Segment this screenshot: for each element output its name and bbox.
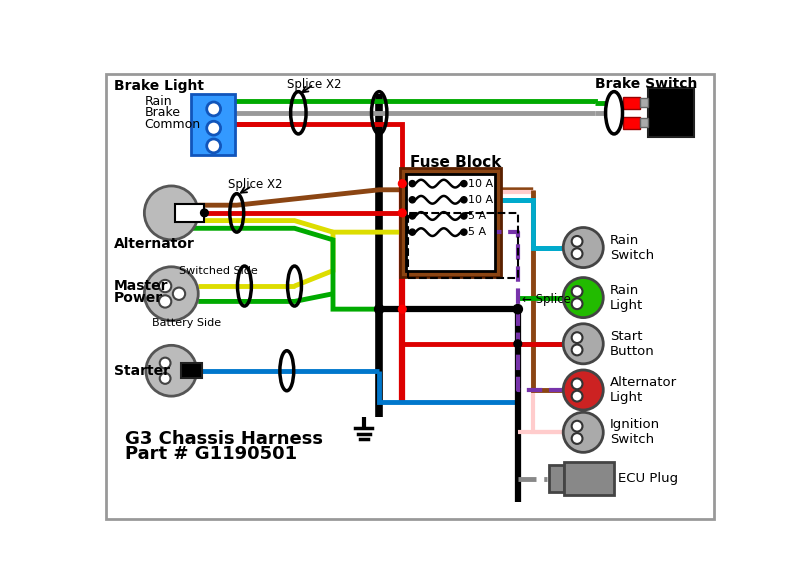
Circle shape: [572, 286, 582, 297]
Text: Fuse Block: Fuse Block: [410, 156, 502, 170]
Circle shape: [572, 298, 582, 309]
Circle shape: [398, 305, 406, 313]
Circle shape: [173, 288, 185, 300]
Circle shape: [146, 345, 197, 396]
Text: Alternator
Light: Alternator Light: [610, 376, 678, 404]
Text: 10 A: 10 A: [468, 178, 493, 188]
Bar: [175, 204, 205, 222]
Circle shape: [563, 228, 603, 268]
Circle shape: [398, 209, 406, 217]
Text: G3 Chassis Harness: G3 Chassis Harness: [125, 430, 323, 447]
Circle shape: [461, 181, 467, 187]
Text: Switched Side: Switched Side: [179, 266, 258, 276]
Circle shape: [410, 213, 415, 219]
FancyBboxPatch shape: [190, 93, 235, 155]
Circle shape: [410, 181, 415, 187]
Circle shape: [563, 324, 603, 364]
Bar: [640, 98, 648, 107]
Text: Rain
Light: Rain Light: [610, 284, 643, 312]
Bar: [408, 213, 518, 278]
Bar: [640, 118, 648, 127]
Circle shape: [572, 379, 582, 389]
Text: Start
Button: Start Button: [610, 330, 655, 358]
Bar: [623, 117, 640, 129]
Text: 10 A: 10 A: [468, 195, 493, 205]
Text: Brake Light: Brake Light: [114, 79, 203, 93]
Text: Splice X2: Splice X2: [227, 178, 282, 191]
Circle shape: [572, 421, 582, 431]
Circle shape: [201, 209, 208, 217]
Circle shape: [159, 295, 171, 308]
Bar: [648, 88, 694, 137]
Circle shape: [398, 180, 406, 187]
Circle shape: [572, 391, 582, 402]
Circle shape: [160, 373, 170, 384]
Text: Starter: Starter: [114, 364, 170, 378]
Circle shape: [410, 229, 415, 235]
Circle shape: [144, 266, 198, 321]
Circle shape: [160, 357, 170, 369]
Bar: [623, 97, 640, 109]
Circle shape: [563, 370, 603, 410]
Circle shape: [572, 248, 582, 259]
Text: Brake: Brake: [144, 106, 180, 119]
FancyBboxPatch shape: [406, 174, 494, 271]
Circle shape: [410, 197, 415, 203]
Circle shape: [374, 305, 384, 314]
Circle shape: [514, 340, 522, 348]
Bar: [564, 461, 614, 495]
Circle shape: [513, 305, 522, 314]
Text: Brake Switch: Brake Switch: [595, 77, 697, 92]
Circle shape: [461, 229, 467, 235]
Text: Common: Common: [144, 118, 201, 131]
Circle shape: [572, 433, 582, 444]
Text: Splice X2: Splice X2: [287, 78, 342, 91]
Circle shape: [206, 122, 221, 135]
Circle shape: [572, 345, 582, 355]
FancyBboxPatch shape: [106, 75, 714, 518]
Circle shape: [563, 412, 603, 453]
Circle shape: [206, 102, 221, 116]
Text: Battery Side: Battery Side: [152, 318, 221, 328]
Bar: [549, 465, 564, 492]
Text: ← Splice: ← Splice: [522, 294, 570, 306]
Text: Master: Master: [114, 279, 168, 293]
Text: Ignition
Switch: Ignition Switch: [610, 419, 660, 446]
Text: Rain
Switch: Rain Switch: [610, 234, 654, 262]
Circle shape: [572, 236, 582, 247]
Circle shape: [461, 197, 467, 203]
Text: Rain: Rain: [144, 95, 172, 108]
Text: Part # G1190501: Part # G1190501: [125, 445, 298, 463]
Circle shape: [563, 278, 603, 318]
Text: 5 A: 5 A: [468, 211, 486, 221]
Text: ECU Plug: ECU Plug: [618, 472, 678, 485]
Circle shape: [461, 213, 467, 219]
Text: Alternator: Alternator: [114, 237, 194, 251]
Bar: [181, 363, 202, 379]
Circle shape: [572, 332, 582, 343]
Circle shape: [159, 280, 171, 292]
FancyBboxPatch shape: [400, 168, 501, 277]
Text: 5 A: 5 A: [468, 227, 486, 237]
Circle shape: [206, 139, 221, 153]
Text: Power: Power: [114, 291, 162, 305]
Circle shape: [144, 186, 198, 240]
